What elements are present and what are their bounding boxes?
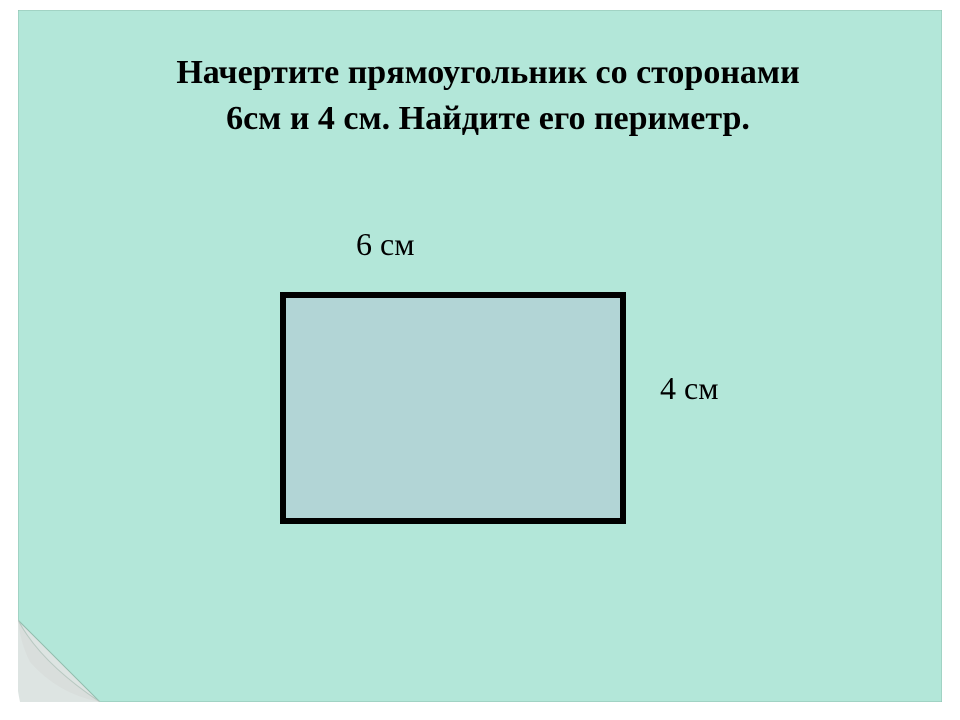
- page: Начертите прямоугольник со сторонами 6см…: [0, 0, 960, 720]
- task-text: Начертите прямоугольник со сторонами 6см…: [78, 50, 898, 142]
- page-curl-group: [18, 620, 100, 702]
- top-dimension-label: 6 см: [356, 226, 414, 263]
- task-line-2: 6см и 4 см. Найдите его периметр.: [226, 100, 750, 137]
- right-dimension-label: 4 см: [660, 370, 718, 407]
- task-line-1: Начертите прямоугольник со сторонами: [176, 54, 799, 91]
- rectangle-shape: [280, 292, 626, 524]
- slide: Начертите прямоугольник со сторонами 6см…: [18, 10, 942, 702]
- page-curl-icon: [18, 592, 128, 702]
